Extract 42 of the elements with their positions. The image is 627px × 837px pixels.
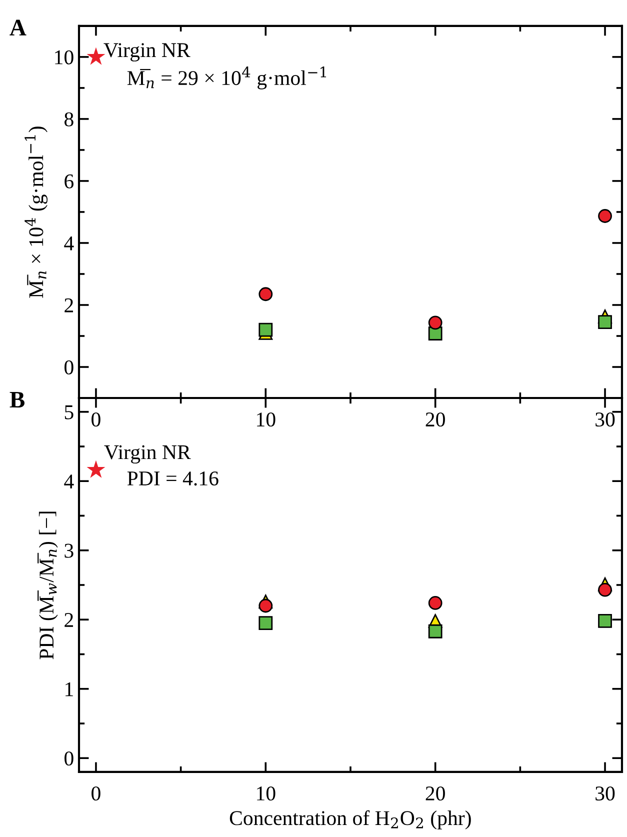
x-tick-label: 20 xyxy=(426,786,445,801)
annotation: M̅$_{n}$ = 29 × 10$^{4}$ g·mol$^{−1}$ xyxy=(127,66,326,90)
y-tick-label: 1 xyxy=(66,682,73,696)
annotation: Virgin NR xyxy=(104,445,191,464)
x-tick-label: 10 xyxy=(257,786,276,801)
point xyxy=(598,209,612,223)
x-tick-label: 0 xyxy=(92,412,100,427)
y-tick-label: 8 xyxy=(64,112,74,126)
x-tick-label: 20 xyxy=(426,412,445,427)
y-axis-title: PDI (M̅$_{w}$/M̅$_{n}$) [−] xyxy=(38,512,58,660)
point xyxy=(86,460,106,478)
y-tick-label: 10 xyxy=(55,50,74,64)
y-axis-title: M̅$_{n}$ × 10$^{4}$ (g·mol$^{−1}$) xyxy=(24,126,48,298)
annotation: PDI = 4.16 xyxy=(127,471,218,486)
chart-title: A xyxy=(10,20,26,36)
y-tick-label: 2 xyxy=(64,298,73,312)
y-tick-label: 0 xyxy=(64,360,74,374)
point xyxy=(258,322,273,337)
point xyxy=(598,315,612,329)
x-tick-label: 10 xyxy=(257,412,276,427)
point xyxy=(598,582,612,597)
point xyxy=(428,624,442,638)
chart-title: B xyxy=(10,392,24,408)
point xyxy=(258,598,273,613)
point xyxy=(258,616,273,630)
point xyxy=(428,316,442,330)
y-tick-label: 4 xyxy=(64,236,74,250)
x-tick-label: 30 xyxy=(596,786,615,801)
x-tick-label: 30 xyxy=(596,412,615,427)
y-tick-label: 3 xyxy=(64,544,74,558)
annotation: Virgin NR xyxy=(104,43,190,62)
y-tick-label: 0 xyxy=(64,751,74,766)
point xyxy=(428,596,442,610)
y-tick-label: 4 xyxy=(64,474,74,488)
point xyxy=(258,287,273,302)
point xyxy=(598,614,612,628)
x-tick-label: 0 xyxy=(92,786,100,801)
y-tick-label: 6 xyxy=(64,174,74,188)
y-tick-label: 5 xyxy=(64,405,74,420)
point xyxy=(86,47,106,65)
y-tick-label: 2 xyxy=(64,613,73,627)
x-axis-title: Concentration of H$_{2}$O$_{2}$ (phr) xyxy=(230,810,471,830)
